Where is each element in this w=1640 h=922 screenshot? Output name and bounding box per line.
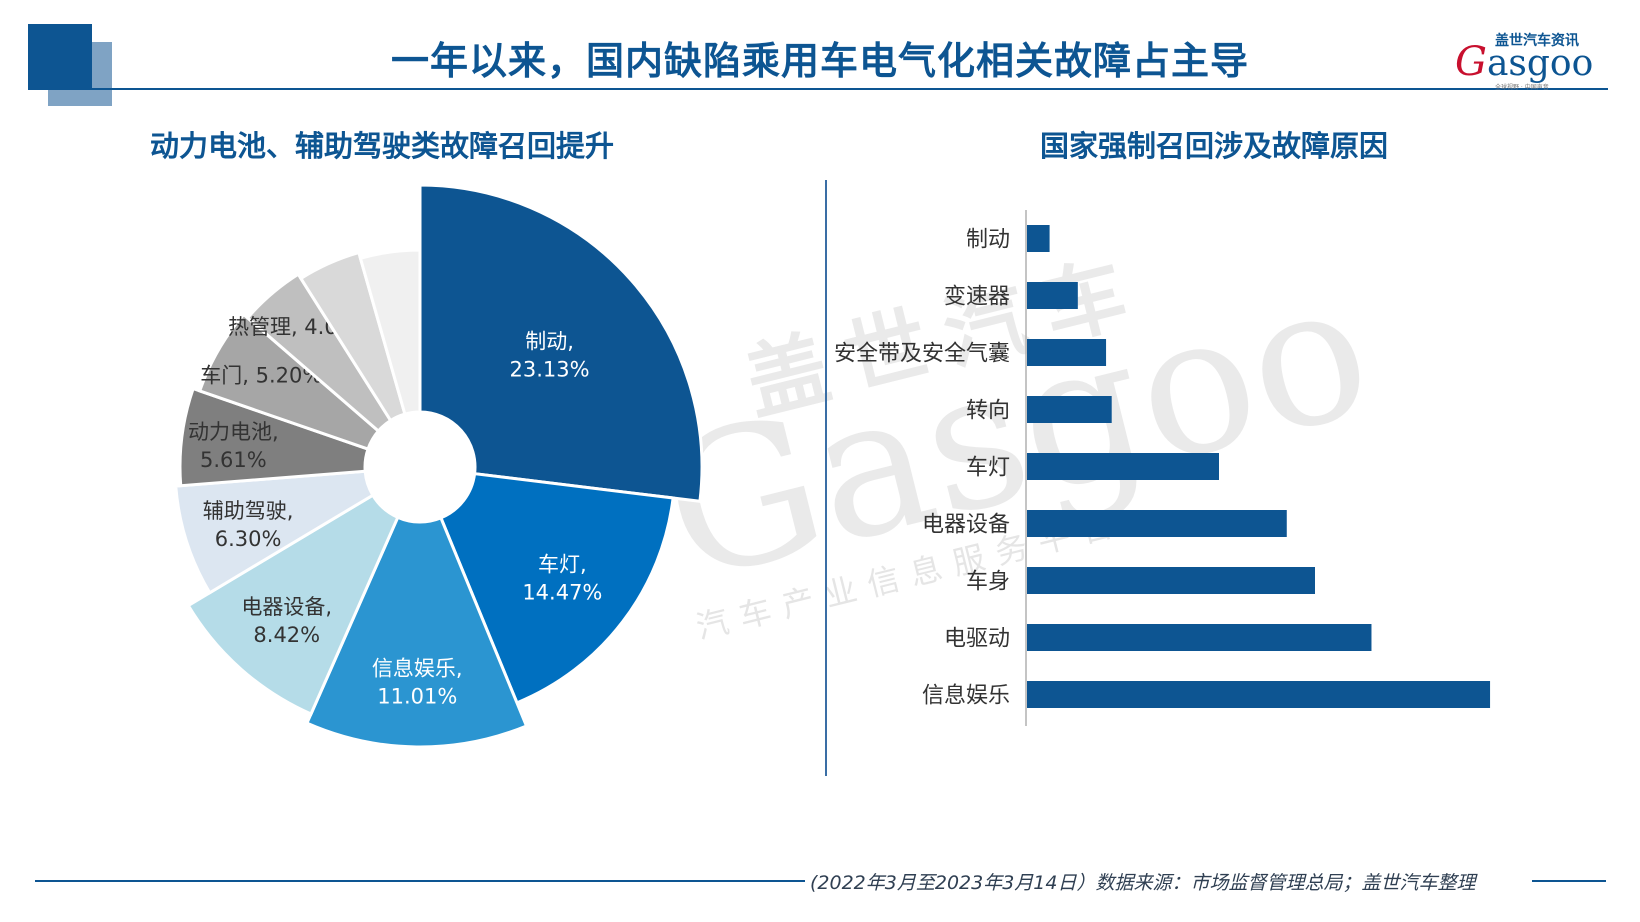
logo-tagline: 全球视野 · 中国声音 [1495, 84, 1549, 91]
pie-label-value: 11.01% [377, 684, 457, 708]
pie-slice [186, 493, 400, 716]
footer-source: (2022年3月至2023年3月14日）数据来源：市场监督管理总局；盖世汽车整理 [810, 872, 1476, 894]
pie-label-value: 5.61% [200, 448, 267, 472]
footer-rule-right [1532, 880, 1606, 882]
bar [1027, 396, 1112, 423]
bar-category-label: 车身 [966, 570, 1010, 595]
bar [1027, 510, 1287, 537]
pie-label-category: 信息娱乐, [372, 656, 463, 680]
page-title: 一年以来，国内缺陷乘用车电气化相关故障占主导 [390, 39, 1249, 83]
pie-slice [418, 183, 704, 503]
pie-slice [245, 272, 393, 434]
logo-wordmark-rest: asgoo [1486, 43, 1594, 84]
logo-wordmark: Gasgoo [1455, 42, 1593, 84]
bar-category-label: 车灯 [966, 456, 1010, 481]
bar-category-label: 电器设备 [922, 513, 1010, 538]
footer-rule-left [35, 880, 805, 882]
bar-category-label: 电驱动 [944, 627, 1010, 652]
pie-label-category: 制动, [525, 329, 574, 353]
bar-category-label: 制动 [966, 228, 1010, 253]
pie-chart: 制动, 23.13% 车灯, 14.47% 信息娱乐, 11.01% 电器设备, 8.42% 辅… [174, 183, 704, 749]
pie-slice [178, 386, 370, 488]
pie-center-hole [367, 414, 473, 520]
pie-label-category: 电器设备, [241, 595, 332, 619]
pie-slice [298, 250, 407, 423]
bar-category-label: 变速器 [944, 285, 1010, 310]
pie-label-category: 动力电池, [188, 420, 279, 444]
pie-slice [304, 515, 529, 749]
title-decoration-dark [28, 24, 92, 88]
pie-label-value: 8.42% [253, 623, 320, 647]
pie-slice [438, 472, 675, 705]
pie-label-category: 车灯, [538, 553, 587, 577]
bar-category-label: 转向 [966, 399, 1010, 424]
bar [1027, 225, 1050, 252]
bar [1027, 339, 1107, 366]
pie-label-category: 辅助驾驶, [203, 499, 294, 523]
pie-label-value: 6.30% [215, 527, 282, 551]
bar [1027, 681, 1491, 708]
bar [1027, 624, 1372, 651]
bar [1027, 453, 1219, 480]
logo-chinese: 盖世汽车资讯 [1495, 33, 1579, 49]
pie-label-value: 23.13% [510, 357, 590, 381]
chart-divider [825, 180, 827, 776]
pie-slice [197, 312, 381, 451]
bar [1027, 282, 1078, 309]
pie-chart-title: 动力电池、辅助驾驶类故障召回提升 [150, 129, 615, 163]
bar [1027, 567, 1315, 594]
pie-slice [174, 469, 375, 595]
logo-wordmark-initial: G [1455, 39, 1487, 85]
bar-category-label: 安全带及安全气囊 [834, 342, 1010, 367]
gasgoo-logo: 盖世汽车资讯 Gasgoo 全球视野 · 中国声音 [1455, 30, 1620, 91]
pie-slice [358, 248, 422, 416]
bar-category-label: 信息娱乐 [922, 684, 1010, 709]
pie-label-value: 14.47% [522, 581, 602, 605]
title-underline [28, 88, 1608, 90]
pie-label: 车门, 5.20% [200, 364, 322, 388]
bar-chart-title: 国家强制召回涉及故障原因 [1040, 129, 1389, 163]
